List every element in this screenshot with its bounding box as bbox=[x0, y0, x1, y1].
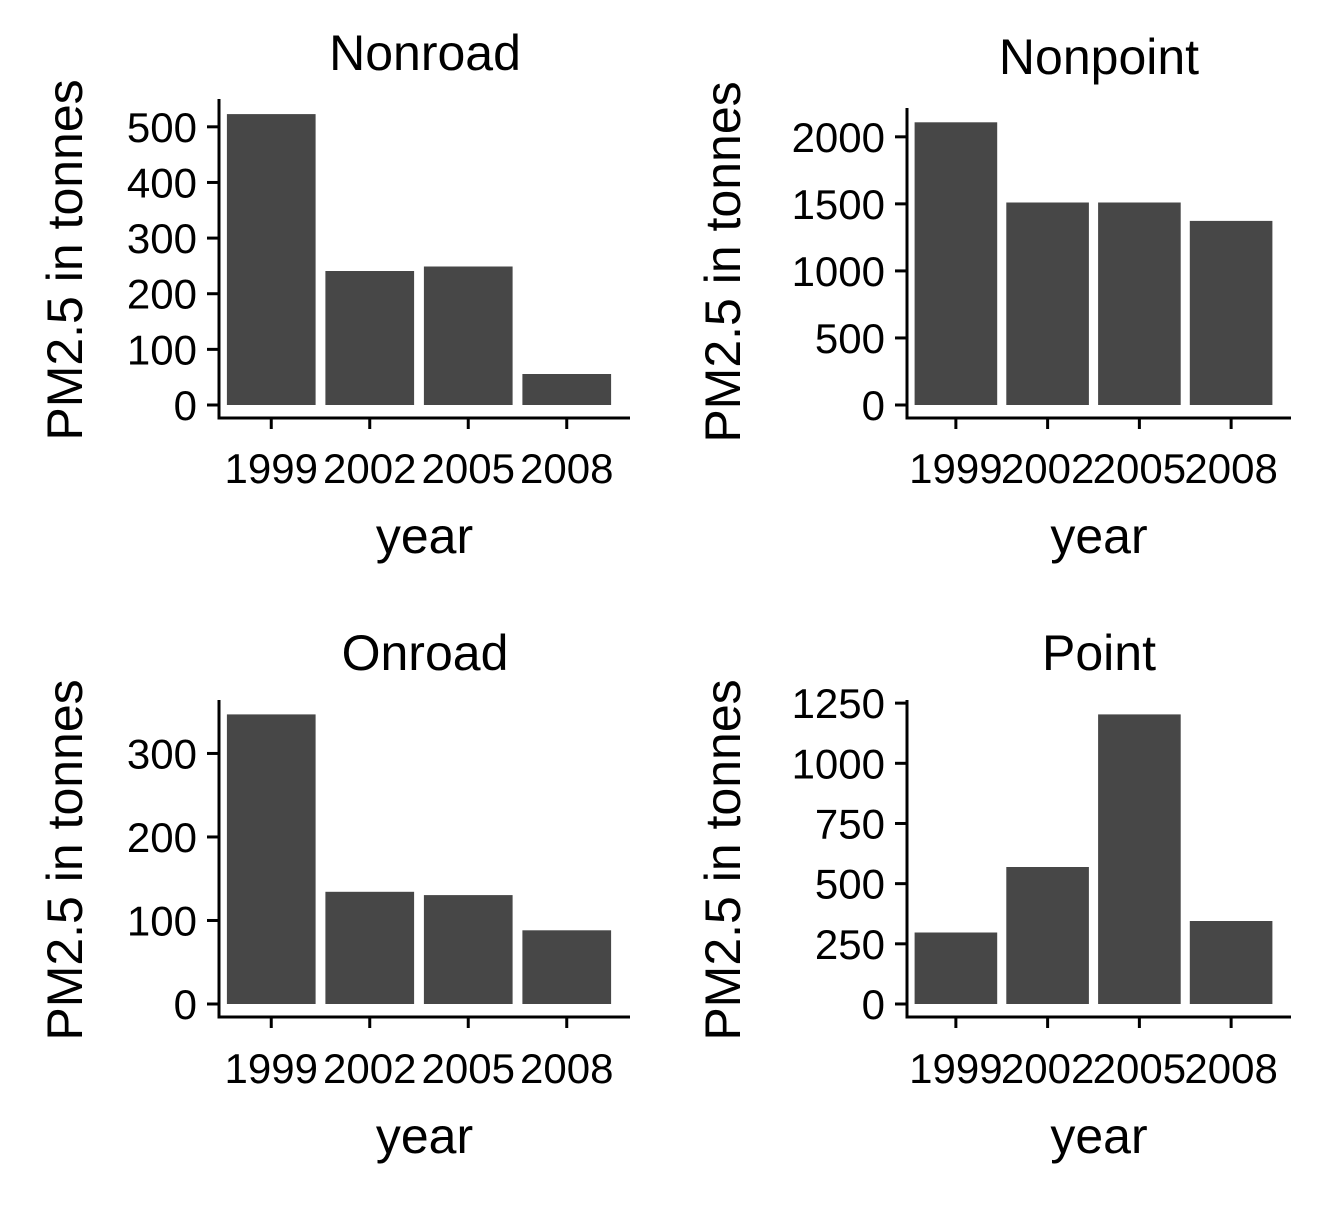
x-tick-label: 1999 bbox=[909, 1045, 1002, 1092]
panel-title: Nonroad bbox=[329, 25, 521, 81]
bar-2005 bbox=[1098, 714, 1181, 1004]
y-tick-label: 1500 bbox=[792, 181, 885, 228]
x-tick-label: 2008 bbox=[520, 1045, 613, 1092]
x-tick-label: 2002 bbox=[1001, 445, 1094, 492]
y-tick-label: 300 bbox=[127, 215, 197, 262]
bar-2005 bbox=[423, 266, 513, 405]
x-tick-label: 2005 bbox=[422, 1045, 515, 1092]
bar-2008 bbox=[1189, 220, 1273, 405]
y-tick-label: 2000 bbox=[792, 114, 885, 161]
y-tick-label: 200 bbox=[127, 271, 197, 318]
bar-1999 bbox=[226, 114, 316, 405]
bar-2005 bbox=[1098, 202, 1181, 405]
y-tick-label: 100 bbox=[127, 326, 197, 373]
bar-2005 bbox=[423, 895, 513, 1004]
panel-title: Onroad bbox=[342, 625, 509, 681]
facet-panel-onroad: 1999 2002 2005 2008 0 100 200 300 Onroad year PM2.… bbox=[37, 625, 630, 1164]
y-tick-label: 500 bbox=[815, 861, 885, 908]
x-tick-label: 2008 bbox=[1184, 1045, 1277, 1092]
y-tick-label: 100 bbox=[127, 897, 197, 944]
panel-title: Point bbox=[1042, 625, 1156, 681]
y-tick-label: 0 bbox=[174, 981, 197, 1028]
y-tick-label: 400 bbox=[127, 159, 197, 206]
bar-1999 bbox=[914, 122, 998, 406]
x-tick-label: 2008 bbox=[1184, 445, 1277, 492]
x-axis-title: year bbox=[376, 508, 473, 564]
y-axis-title: PM2.5 in tonnes bbox=[37, 79, 93, 440]
bar-2002 bbox=[1006, 867, 1089, 1004]
y-tick-label: 0 bbox=[174, 382, 197, 429]
x-axis-title: year bbox=[376, 1108, 473, 1164]
bar-1999 bbox=[226, 714, 316, 1004]
x-tick-label: 2008 bbox=[520, 445, 613, 492]
y-tick-label: 300 bbox=[127, 730, 197, 777]
bar-2008 bbox=[522, 374, 612, 405]
y-tick-label: 750 bbox=[815, 800, 885, 847]
bar-2008 bbox=[522, 930, 612, 1004]
y-tick-label: 1250 bbox=[792, 680, 885, 727]
facet-panel-nonroad: 1999 2002 2005 2008 0 100 200 300 400 500 Nonroad y… bbox=[37, 25, 630, 564]
x-tick-label: 2005 bbox=[422, 445, 515, 492]
bar-1999 bbox=[914, 932, 998, 1004]
x-tick-label: 2005 bbox=[1093, 445, 1186, 492]
bar-2002 bbox=[325, 891, 415, 1004]
y-axis-title: PM2.5 in tonnes bbox=[695, 81, 751, 442]
y-tick-label: 500 bbox=[815, 315, 885, 362]
y-tick-label: 1000 bbox=[792, 740, 885, 787]
x-tick-label: 2002 bbox=[1001, 1045, 1094, 1092]
x-tick-label: 2005 bbox=[1093, 1045, 1186, 1092]
y-tick-label: 0 bbox=[862, 981, 885, 1028]
x-tick-label: 1999 bbox=[225, 445, 318, 492]
y-tick-label: 200 bbox=[127, 814, 197, 861]
y-axis-title: PM2.5 in tonnes bbox=[37, 679, 93, 1040]
bar-2008 bbox=[1189, 921, 1273, 1004]
y-tick-label: 1000 bbox=[792, 248, 885, 295]
y-tick-label: 500 bbox=[127, 104, 197, 151]
x-tick-label: 2002 bbox=[323, 1045, 416, 1092]
y-tick-label: 250 bbox=[815, 921, 885, 968]
y-axis-title: PM2.5 in tonnes bbox=[695, 679, 751, 1040]
x-tick-label: 1999 bbox=[225, 1045, 318, 1092]
bar-2002 bbox=[1006, 202, 1089, 405]
bar-2002 bbox=[325, 271, 415, 405]
x-tick-label: 2002 bbox=[323, 445, 416, 492]
x-axis-title: year bbox=[1050, 1108, 1147, 1164]
x-axis-title: year bbox=[1050, 508, 1147, 564]
y-tick-label: 0 bbox=[862, 382, 885, 429]
x-tick-label: 1999 bbox=[909, 445, 1002, 492]
panel-title: Nonpoint bbox=[999, 29, 1199, 85]
